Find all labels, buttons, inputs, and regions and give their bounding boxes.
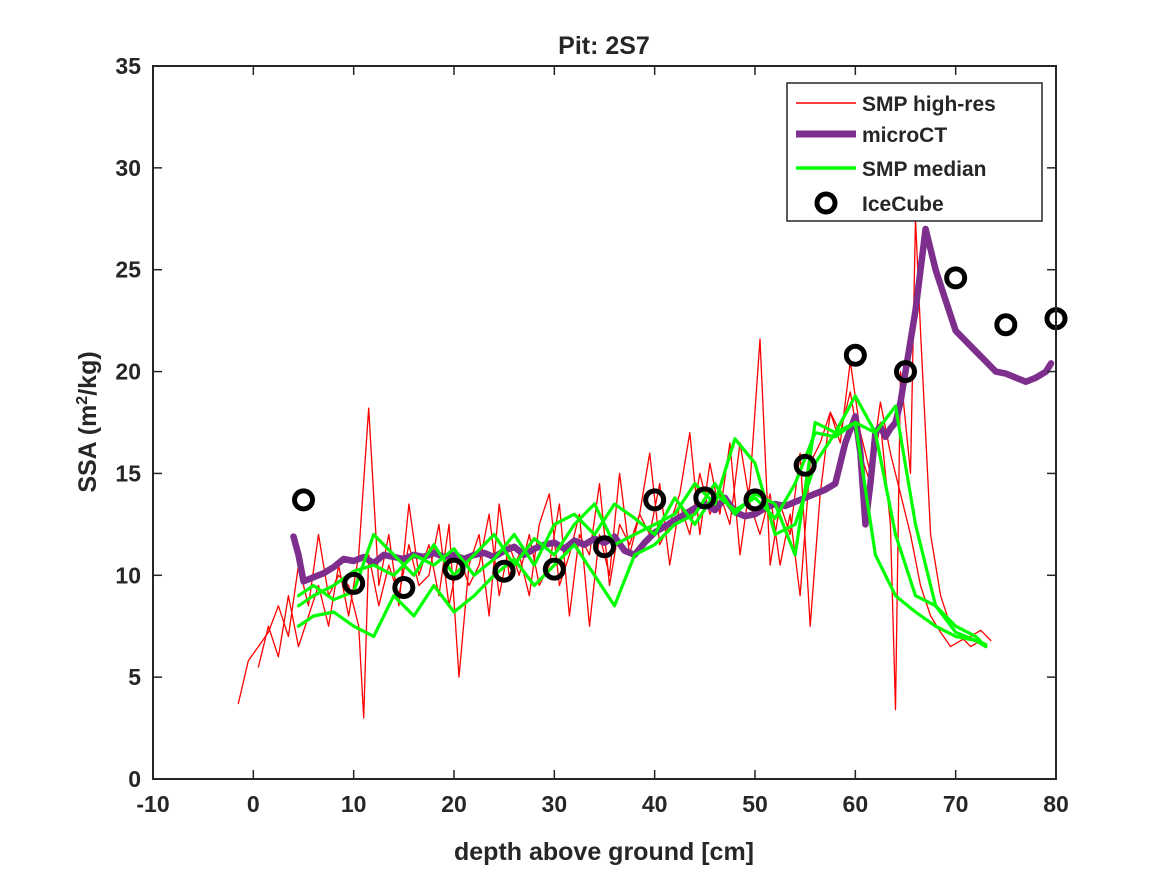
marker-icecube [442, 557, 466, 581]
x-tick-label: 10 [341, 791, 367, 817]
marker-icecube [643, 488, 667, 512]
x-axis-title: depth above ground [cm] [454, 838, 754, 866]
marker-icecube [392, 576, 416, 600]
marker-icecube [492, 559, 516, 583]
marker-icecube [593, 535, 616, 559]
series-line-smp-median-3 [296, 404, 988, 649]
legend: SMP high-res microCT SMP median IceCube [786, 82, 1043, 222]
series-line-smp-median-1 [296, 394, 988, 649]
marker-icecube [292, 488, 315, 512]
plot-frame [152, 65, 1057, 780]
marker-icecube [342, 571, 366, 595]
x-tick-label: 30 [542, 791, 568, 817]
marker-icecube [743, 488, 767, 512]
x-tick-label: 60 [843, 791, 869, 817]
x-tick-label: 70 [943, 791, 969, 817]
y-axis-title-superscript: 2 [74, 396, 91, 405]
marker-icecube [542, 557, 566, 581]
series-layer [237, 218, 1055, 719]
y-axis-title-prefix: SSA (m [74, 405, 102, 493]
legend-box [786, 82, 1043, 222]
y-tick-label: 5 [128, 664, 141, 690]
x-tick-label: 0 [247, 791, 260, 817]
legend-label-icecube: IceCube [862, 193, 944, 216]
x-tick-label: 50 [742, 791, 768, 817]
y-axis-title-suffix: /kg) [74, 351, 102, 395]
marker-icecube [843, 343, 867, 367]
legend-label-smp-median: SMP median [862, 158, 986, 181]
legend-label-microct: microCT [862, 124, 947, 147]
y-axis-title: SSA (m2/kg) [74, 351, 102, 492]
y-tick-label: 0 [128, 766, 141, 792]
marker-icecube [994, 313, 1018, 337]
marker-icecube [693, 486, 717, 510]
x-tick-label: 80 [1043, 791, 1069, 817]
y-tick-label: 30 [115, 155, 141, 181]
marker-layer [292, 266, 1068, 600]
legend-swatch-icecube [814, 191, 838, 215]
legend-label-smp-high-res: SMP high-res [862, 93, 996, 116]
marker-icecube [793, 453, 817, 477]
y-tick-label: 20 [115, 359, 141, 385]
x-tick-label: -10 [136, 791, 169, 817]
y-tick-label: 15 [115, 460, 141, 486]
x-tick-label: 20 [441, 791, 467, 817]
series-line-smp-median-2 [296, 420, 988, 647]
series-line-smp-high-res-2 [257, 338, 992, 678]
chart-title: Pit: 2S7 [558, 32, 650, 60]
marker-icecube [894, 360, 917, 384]
y-tick-label: 25 [115, 257, 141, 283]
x-tick-label: 40 [642, 791, 668, 817]
marker-icecube [944, 266, 968, 290]
y-tick-label: 35 [115, 53, 141, 79]
y-tick-label: 10 [115, 562, 141, 588]
series-line-microct [290, 225, 1055, 585]
